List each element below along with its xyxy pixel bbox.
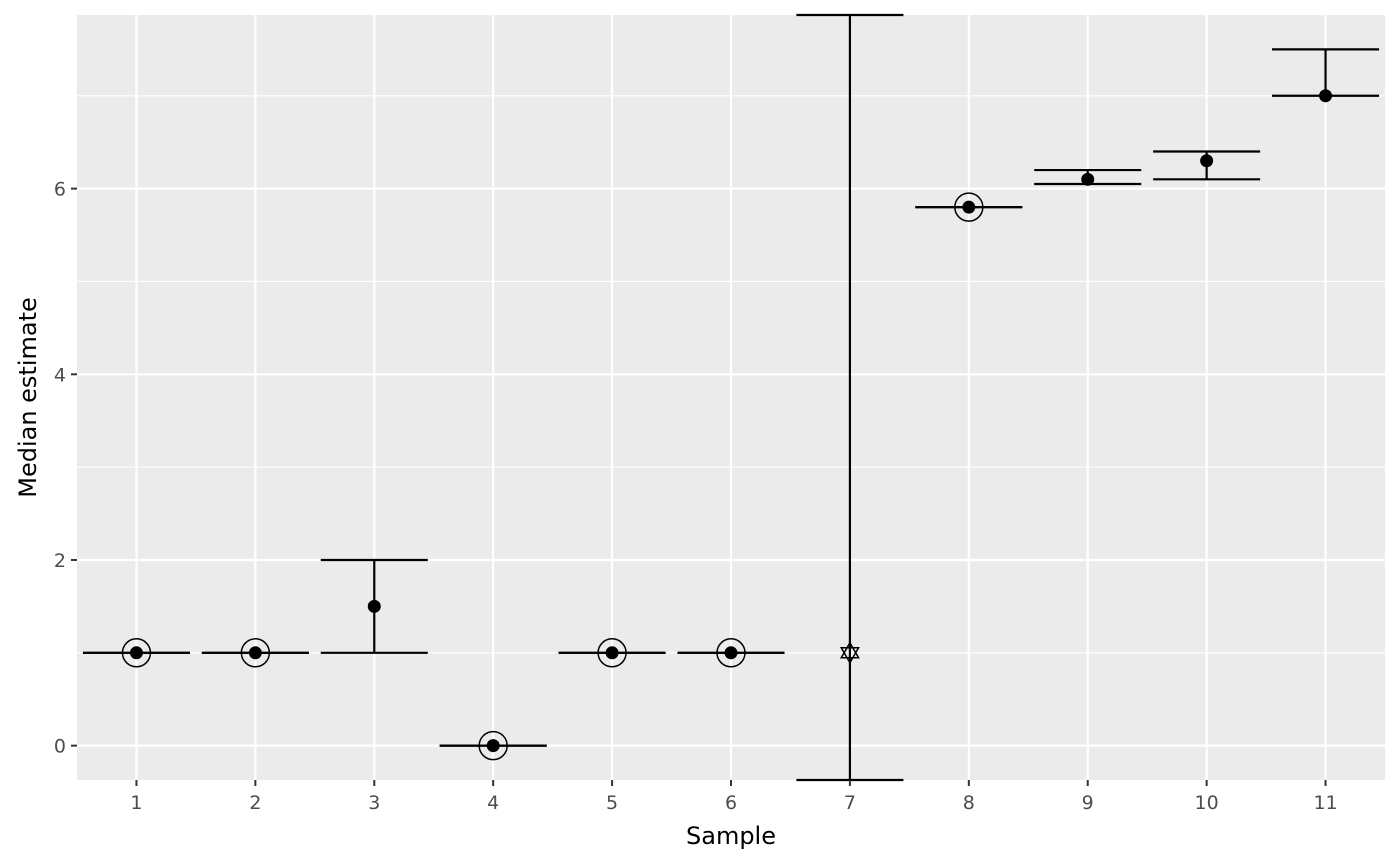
y-tick-label: 6	[54, 179, 66, 201]
data-point-group-3	[320, 558, 428, 654]
x-tick-label: 11	[1313, 792, 1337, 814]
x-axis-title: Sample	[686, 822, 776, 850]
x-tick-label: 2	[249, 792, 261, 814]
x-tick-label: 5	[606, 792, 618, 814]
point-marker-ring	[954, 192, 984, 222]
point-marker-ring	[240, 638, 271, 668]
x-tick-label: 1	[130, 792, 142, 814]
y-tick-label: 2	[54, 550, 66, 572]
point-marker-triangle-down	[839, 647, 860, 665]
data-point-group-1	[82, 638, 190, 668]
x-tick-label: 10	[1195, 792, 1219, 814]
data-point-group-10	[1153, 150, 1261, 181]
y-axis-title: Median estimate	[14, 297, 42, 498]
x-tick-label: 4	[487, 792, 499, 814]
x-tick-label: 8	[963, 792, 975, 814]
point-marker	[248, 646, 262, 660]
data-point-group-4	[439, 730, 547, 761]
data-point-group-6	[677, 638, 785, 668]
point-marker	[962, 200, 976, 214]
point-marker-ring	[121, 638, 152, 668]
y-tick-label: 4	[54, 364, 66, 386]
data-point-group-11	[1272, 48, 1380, 103]
point-marker-triangle-up	[839, 641, 860, 659]
y-tick-label: 0	[54, 736, 66, 758]
data-point-group-8	[915, 192, 1023, 222]
data-point-group-5	[558, 638, 666, 668]
x-tick-label: 7	[844, 792, 856, 814]
point-marker-ring	[597, 638, 627, 668]
data-point-group-2	[201, 638, 309, 668]
data-marks	[82, 13, 1380, 782]
x-tick-label: 3	[368, 792, 380, 814]
point-marker	[486, 739, 500, 753]
point-marker	[724, 646, 738, 660]
point-marker-ring	[478, 730, 508, 761]
point-marker	[129, 646, 143, 660]
point-marker	[1319, 89, 1333, 103]
point-marker	[367, 599, 381, 613]
point-marker	[1200, 154, 1214, 168]
y-axis: 0 2 4 6	[54, 179, 77, 758]
data-point-group-9	[1034, 168, 1142, 186]
x-tick-label: 9	[1082, 792, 1094, 814]
point-marker	[1081, 172, 1095, 186]
x-tick-label: 6	[725, 792, 737, 814]
x-axis: 1 2 3 4 5 6 7 8 9 10 11	[130, 780, 1338, 814]
point-marker-ring	[716, 638, 746, 668]
major-gridlines	[77, 15, 1385, 780]
point-marker	[605, 646, 619, 660]
